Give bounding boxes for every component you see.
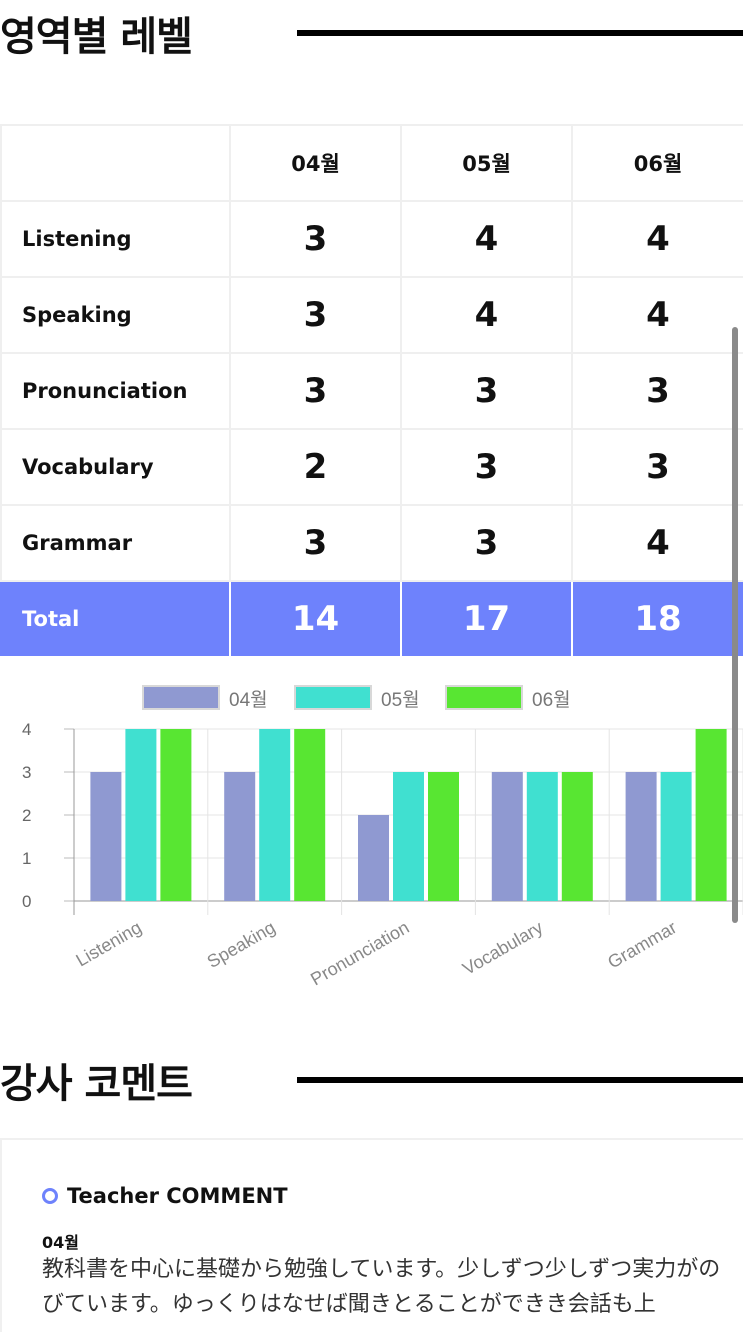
table-header-row: 04월 05월 06월 <box>0 124 743 202</box>
bar <box>90 772 122 901</box>
legend-swatch <box>445 685 523 710</box>
legend-label: 04월 <box>229 689 268 711</box>
legend-swatch <box>294 685 372 710</box>
x-tick-label: Listening <box>72 917 144 970</box>
score-cell: 4 <box>571 200 743 278</box>
section-divider <box>297 1077 743 1083</box>
x-tick-label: Vocabulary <box>459 917 546 979</box>
score-cell: 3 <box>400 428 573 506</box>
bar <box>259 729 291 901</box>
y-tick-label: 3 <box>22 763 31 782</box>
bar <box>393 772 424 901</box>
bar <box>160 729 192 901</box>
comment-section-title: 강사 코멘트 <box>0 1061 193 1107</box>
y-tick-label: 1 <box>22 849 31 868</box>
x-tick-label: Pronunciation <box>307 917 412 989</box>
table-row: Speaking 3 4 4 <box>0 276 743 354</box>
score-cell: 4 <box>400 276 573 354</box>
bar <box>561 772 593 901</box>
score-cell: 3 <box>400 352 573 430</box>
level-section-title: 영역별 레벨 <box>0 14 193 60</box>
bar <box>695 729 727 901</box>
table-header-cell <box>0 124 231 202</box>
y-tick-label: 2 <box>22 806 31 825</box>
score-cell: 4 <box>400 200 573 278</box>
score-cell: 3 <box>229 276 402 354</box>
bar <box>125 729 157 901</box>
comment-header: Teacher COMMENT <box>42 1184 288 1208</box>
table-header-cell: 05월 <box>400 124 573 202</box>
comment-title: Teacher COMMENT <box>67 1184 288 1208</box>
table-row: Pronunciation 3 3 3 <box>0 352 743 430</box>
total-score-cell: 18 <box>571 580 743 658</box>
bar <box>625 772 657 901</box>
section-divider <box>297 30 743 36</box>
table-row: Grammar 3 3 4 <box>0 504 743 582</box>
teacher-comment-card: Teacher COMMENT 04월 教科書を中心に基礎から勉強しています。少… <box>0 1138 743 1332</box>
score-cell: 2 <box>229 428 402 506</box>
comment-month: 04월 <box>42 1233 79 1252</box>
level-table: 04월 05월 06월 Listening 3 4 4 Speaking 3 4… <box>0 124 743 658</box>
x-tick-label: Grammar <box>604 917 680 972</box>
level-bar-chart: 0 1 2 3 4 Listening Speaking Pronunciation Vocab… <box>22 685 743 990</box>
x-tick-label: Speaking <box>204 917 279 972</box>
legend-label: 05월 <box>381 689 420 711</box>
score-cell: 3 <box>400 504 573 582</box>
comment-text: 教科書を中心に基礎から勉強しています。少しずつ少しずつ実力がのびています。ゆっく… <box>42 1257 721 1317</box>
area-label: Speaking <box>0 276 231 354</box>
legend-swatch <box>142 685 220 710</box>
y-tick-label: 0 <box>22 892 31 911</box>
table-header-cell: 06월 <box>571 124 743 202</box>
y-tick-label: 4 <box>22 720 31 739</box>
score-cell: 3 <box>571 352 743 430</box>
total-score-cell: 14 <box>229 580 402 658</box>
score-cell: 3 <box>229 504 402 582</box>
score-cell: 4 <box>571 504 743 582</box>
score-cell: 4 <box>571 276 743 354</box>
total-score-cell: 17 <box>400 580 573 658</box>
bar <box>660 772 692 901</box>
area-label: Grammar <box>0 504 231 582</box>
circle-outline-icon <box>42 1188 58 1204</box>
level-section-header: 영역별 레벨 <box>0 0 743 80</box>
table-header-cell: 04월 <box>229 124 402 202</box>
table-row: Listening 3 4 4 <box>0 200 743 278</box>
bar <box>224 772 256 901</box>
score-cell: 3 <box>229 200 402 278</box>
bar <box>358 815 389 901</box>
scrollbar-thumb[interactable] <box>732 327 738 923</box>
total-row: Total 14 17 18 <box>0 580 743 658</box>
bar <box>428 772 459 901</box>
bar <box>491 772 523 901</box>
legend-label: 06월 <box>532 689 571 711</box>
bar <box>526 772 558 901</box>
table-row: Vocabulary 2 3 3 <box>0 428 743 506</box>
bar <box>294 729 326 901</box>
score-cell: 3 <box>571 428 743 506</box>
comment-section-header: 강사 코멘트 <box>0 1047 743 1127</box>
area-label: Pronunciation <box>0 352 231 430</box>
score-cell: 3 <box>229 352 402 430</box>
area-label: Vocabulary <box>0 428 231 506</box>
total-label: Total <box>0 580 231 658</box>
area-label: Listening <box>0 200 231 278</box>
